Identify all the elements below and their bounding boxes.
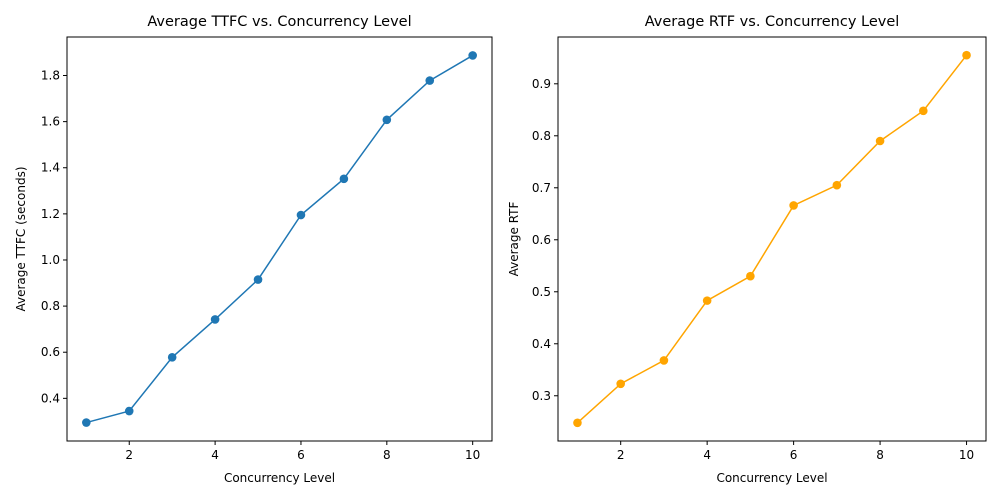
ttfc-data-point — [339, 174, 349, 184]
rtf-data-point — [832, 180, 842, 190]
rtf-y-tick-label: 0.9 — [532, 77, 551, 91]
ttfc-data-point — [468, 51, 477, 60]
ttfc-chart-title: Average TTFC vs. Concurrency Level — [147, 14, 411, 30]
ttfc-x-tick-label: 6 — [297, 448, 305, 462]
rtf-axes-frame — [557, 36, 987, 442]
ttfc-y-tick-label: 1.0 — [41, 253, 60, 267]
ttfc-x-tick-label: 8 — [383, 448, 391, 462]
rtf-data-point — [919, 106, 928, 116]
rtf-data-point — [789, 201, 798, 210]
rtf-data-point — [659, 356, 669, 365]
rtf-y-tick-label: 0.8 — [532, 129, 551, 143]
ttfc-data-point — [124, 406, 134, 416]
ttfc-data-point — [425, 76, 435, 85]
ttfc-x-tick-label: 2 — [125, 448, 133, 462]
ttfc-data-point — [82, 418, 91, 427]
rtf-data-point — [616, 379, 625, 389]
ttfc-data-point — [296, 210, 306, 220]
rtf-data-point — [962, 50, 971, 60]
ttfc-y-axis-label: Average TTFC (seconds) — [14, 166, 28, 311]
ttfc-chart-panel: Average TTFC vs. Concurrency Level Concu… — [14, 14, 493, 485]
ttfc-series-line — [86, 54, 474, 424]
rtf-data-point — [746, 271, 755, 281]
rtf-data-point — [875, 136, 885, 146]
rtf-y-axis-label: Average RTF — [507, 202, 521, 277]
ttfc-x-tick-label: 10 — [465, 448, 480, 462]
rtf-y-tick-label: 0.6 — [532, 233, 551, 247]
rtf-y-tick-label: 0.7 — [532, 181, 551, 195]
rtf-chart-title: Average RTF vs. Concurrency Level — [645, 14, 900, 30]
ttfc-data-point — [210, 315, 220, 324]
ttfc-y-tick-label: 0.4 — [41, 391, 60, 405]
rtf-data-point — [573, 418, 582, 428]
rtf-series-line — [576, 54, 968, 424]
rtf-chart-panel: Average RTF vs. Concurrency Level Concur… — [507, 14, 987, 485]
ttfc-x-tick-label: 4 — [211, 448, 219, 462]
rtf-y-tick-label: 0.5 — [532, 285, 551, 299]
rtf-y-tick-label: 0.4 — [532, 337, 551, 351]
rtf-y-tick-label: 0.3 — [532, 389, 551, 403]
ttfc-y-tick-label: 0.8 — [41, 299, 60, 313]
ttfc-data-point — [167, 352, 177, 362]
ttfc-y-tick-label: 1.6 — [41, 115, 60, 129]
ttfc-y-tick-label: 1.8 — [41, 69, 60, 83]
rtf-x-tick-label: 2 — [617, 448, 625, 462]
rtf-x-tick-label: 10 — [959, 448, 974, 462]
ttfc-axes-frame — [66, 36, 493, 442]
rtf-x-tick-label: 4 — [703, 448, 711, 462]
rtf-x-tick-label: 8 — [876, 448, 884, 462]
rtf-data-point — [702, 296, 712, 305]
ttfc-x-axis-label: Concurrency Level — [224, 471, 335, 485]
rtf-x-tick-label: 6 — [790, 448, 798, 462]
ttfc-y-tick-label: 1.2 — [41, 207, 60, 221]
ttfc-data-point — [253, 275, 263, 284]
ttfc-y-tick-label: 1.4 — [41, 161, 60, 175]
ttfc-y-tick-label: 0.6 — [41, 345, 60, 359]
rtf-x-axis-label: Concurrency Level — [716, 471, 827, 485]
ttfc-data-point — [382, 115, 392, 125]
